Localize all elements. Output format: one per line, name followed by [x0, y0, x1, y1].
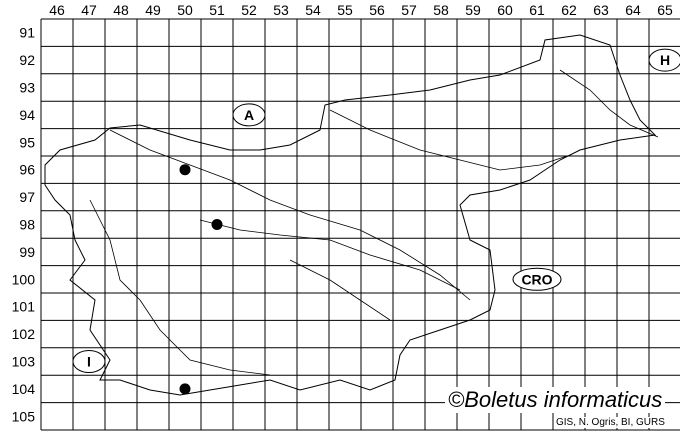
neighbour-label: A [244, 107, 254, 123]
column-label: 55 [337, 2, 353, 18]
neighbour-oval [512, 267, 562, 291]
row-label: 96 [19, 162, 35, 178]
column-label: 61 [529, 2, 545, 18]
row-label: 95 [19, 134, 35, 150]
column-label: 46 [49, 2, 65, 18]
country-border [44, 34, 657, 396]
column-label: 59 [465, 2, 481, 18]
rivers [89, 69, 659, 376]
copyright-text: ©Boletus informaticus [445, 387, 666, 413]
record-dot [179, 383, 191, 395]
records [179, 164, 223, 395]
row-label: 102 [12, 326, 36, 342]
row-label: 104 [12, 381, 36, 397]
column-label: 60 [497, 2, 513, 18]
grid-labels: 46 47 48 49 50 51 52 53 54 55 56 57 58 59 60 61 62 63 64 65… [12, 2, 673, 424]
row-label: 91 [19, 25, 35, 41]
neighbour-label: I [87, 354, 91, 370]
row-label: 94 [19, 107, 35, 123]
column-label: 58 [433, 2, 449, 18]
column-label: 52 [241, 2, 257, 18]
neighbour-label: CRO [521, 271, 552, 287]
row-label: 93 [19, 80, 35, 96]
column-label: 50 [177, 2, 193, 18]
neighbour-oval [72, 350, 106, 373]
column-label: 63 [593, 2, 609, 18]
neighbour-labels: A H CRO I [72, 48, 680, 373]
column-label: 54 [305, 2, 321, 18]
row-label: 103 [12, 354, 36, 370]
row-label: 99 [19, 244, 35, 260]
column-label: 56 [369, 2, 385, 18]
column-label: 49 [145, 2, 161, 18]
row-label: 100 [12, 271, 36, 287]
column-label: 64 [625, 2, 641, 18]
row-label: 105 [12, 408, 36, 424]
row-label: 98 [19, 217, 35, 233]
column-label: 65 [657, 2, 673, 18]
column-label: 62 [561, 2, 577, 18]
neighbour-label: H [660, 52, 670, 68]
record-dot [179, 164, 191, 176]
row-label: 97 [19, 189, 35, 205]
row-label: 92 [19, 52, 35, 68]
credit-text: GIS, N. Ogris, BI, GURS [554, 417, 667, 428]
neighbour-oval [232, 103, 266, 127]
row-label: 101 [12, 299, 36, 315]
record-dot [211, 219, 223, 230]
column-label: 47 [81, 2, 97, 18]
column-label: 48 [113, 2, 129, 18]
column-label: 57 [401, 2, 417, 18]
column-label: 53 [273, 2, 289, 18]
column-label: 51 [209, 2, 225, 18]
neighbour-oval [648, 48, 680, 72]
grid [40, 18, 680, 431]
